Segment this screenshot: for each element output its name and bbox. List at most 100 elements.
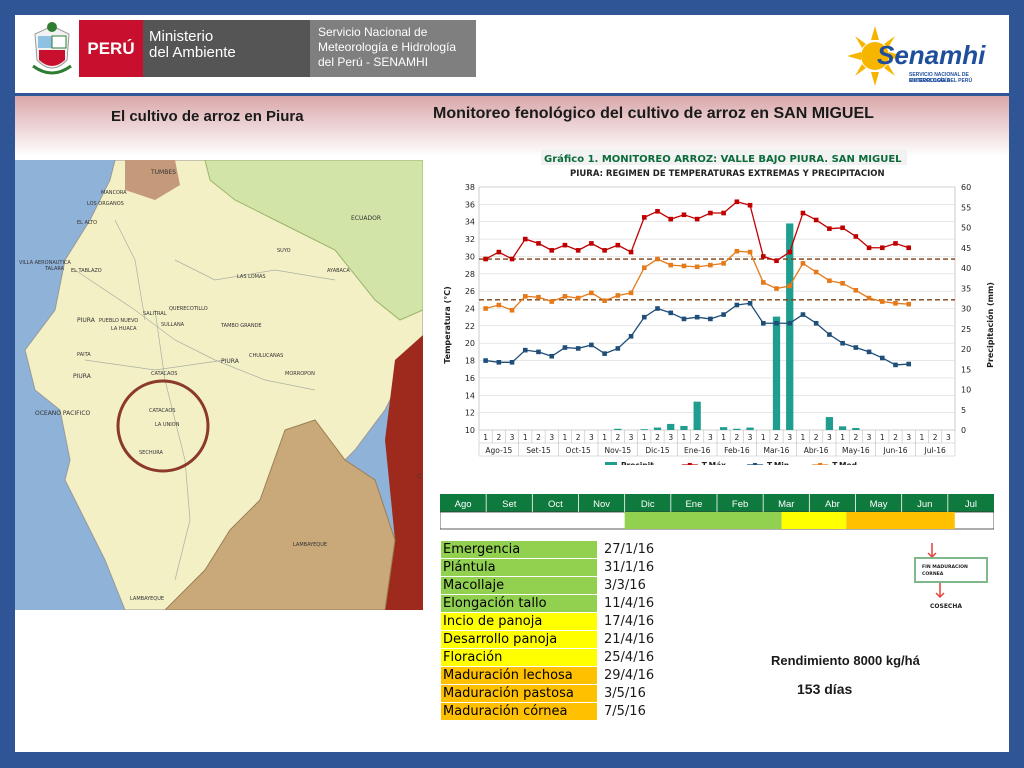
- y-tick-label: 12: [465, 409, 475, 418]
- series-marker: [853, 234, 859, 239]
- series-marker: [496, 302, 502, 308]
- precip-bar: [838, 426, 847, 430]
- series-marker: [628, 249, 634, 255]
- series-marker: [840, 340, 845, 346]
- series-marker: [562, 345, 568, 350]
- series-marker: [694, 314, 700, 320]
- legend-label: T.Máx.: [702, 461, 729, 465]
- y2-tick-label: 25: [961, 325, 971, 334]
- x-tick-label: 3: [946, 433, 951, 442]
- series-marker: [628, 290, 634, 296]
- calendar-month: Jun: [917, 499, 932, 510]
- series-marker: [760, 320, 766, 326]
- y2-tick-label: 10: [961, 386, 971, 395]
- y-tick-label: 38: [465, 183, 475, 192]
- x-tick-label: 3: [787, 433, 792, 442]
- temperature-precipitation-chart: Gráfico 1. MONITOREO ARROZ: VALLE BAJO P…: [443, 149, 995, 465]
- map-cajamarca: [375, 335, 423, 610]
- series-marker: [721, 312, 726, 317]
- stage-row: Emergencia 27/1/16: [440, 540, 657, 559]
- x-month-label: Jul-16: [924, 446, 947, 455]
- series-marker: [866, 349, 872, 355]
- fin-maduracion-line-1: FIN MADURACION: [922, 564, 968, 570]
- x-tick-label: 1: [642, 433, 647, 442]
- san-miguel-highlight-circle: [116, 379, 210, 473]
- precip-bar: [640, 429, 648, 430]
- map-label: LAMBAYEQUE: [293, 542, 327, 548]
- calendar-month: Ene: [685, 499, 702, 510]
- stage-row: Plántula 31/1/16: [440, 558, 657, 577]
- series-marker: [575, 346, 581, 351]
- stage-date: 25/4/16: [604, 650, 655, 665]
- precip-bar: [667, 423, 675, 430]
- senamhi-logo: Senamhi SERVICIO NACIONAL DE METEOROLOGÍ…: [847, 20, 1007, 90]
- calendar-month: Nov: [593, 499, 610, 510]
- legend-label: Precipit.: [621, 461, 657, 465]
- fin-maduracion-box: [914, 557, 988, 583]
- stage-date: 3/5/16: [604, 686, 646, 701]
- precip-bar: [825, 417, 834, 430]
- series-marker: [827, 332, 832, 337]
- series-marker: [734, 199, 740, 205]
- precip-bar: [852, 427, 860, 430]
- calendar-month: Mar: [778, 499, 794, 510]
- series-marker: [906, 361, 912, 367]
- series-marker: [813, 320, 819, 326]
- stage-name: Maduración córnea: [440, 702, 598, 721]
- stage-date: 11/4/16: [604, 596, 655, 611]
- y2-tick-label: 40: [961, 264, 971, 273]
- map-tumbes: [125, 160, 180, 200]
- series-marker: [747, 249, 753, 255]
- precip-bar: [746, 427, 754, 430]
- x-tick-label: 1: [483, 433, 488, 442]
- series-marker: [483, 358, 488, 363]
- precip-bar: [653, 427, 662, 430]
- series-marker: [562, 294, 568, 299]
- series-marker: [681, 212, 687, 218]
- calendar-month: Ago: [455, 499, 472, 510]
- series-marker: [641, 265, 647, 271]
- series-marker: [575, 248, 581, 253]
- map-label: OCEANO PACIFICO: [35, 410, 91, 417]
- series-marker: [509, 360, 515, 365]
- x-tick-label: 2: [496, 433, 501, 442]
- right-title: Monitoreo fenológico del cultivo de arro…: [433, 105, 874, 122]
- x-tick-label: 2: [774, 433, 779, 442]
- peru-label: PERÚ: [79, 20, 143, 77]
- series-marker: [681, 316, 687, 322]
- series-marker: [800, 312, 806, 317]
- legend-marker: [687, 463, 692, 465]
- left-title: El cultivo de arroz en Piura: [111, 108, 304, 125]
- series-marker: [668, 310, 674, 316]
- map-label: TUMBES: [150, 169, 176, 176]
- calendar-phase: [846, 512, 955, 529]
- x-tick-label: 2: [734, 433, 739, 442]
- precip-bar: [719, 427, 728, 430]
- map-label: LA UNION: [155, 422, 180, 428]
- chart-bars: [614, 223, 860, 430]
- series-marker: [813, 269, 819, 275]
- x-tick-label: 2: [615, 433, 620, 442]
- series-marker: [708, 316, 713, 322]
- x-month-label: Ago-15: [485, 446, 512, 455]
- chart-title: Gráfico 1. MONITOREO ARROZ: VALLE BAJO P…: [544, 153, 902, 165]
- stage-name: Maduración lechosa: [440, 666, 598, 685]
- y-tick-label: 30: [465, 252, 475, 261]
- series-marker: [694, 264, 700, 270]
- fin-maduracion-line-2: CORNEA: [922, 571, 944, 577]
- map-label: PUEBLO NUEVO: [99, 318, 138, 324]
- series-marker: [589, 342, 594, 348]
- map-label: TALARA: [44, 266, 65, 272]
- x-tick-label: 2: [814, 433, 819, 442]
- series-marker: [893, 300, 898, 306]
- series-marker: [681, 263, 687, 269]
- map-label: QUERECOTILLO: [169, 306, 208, 312]
- series-marker: [866, 245, 872, 251]
- stage-date: 3/3/16: [604, 578, 646, 593]
- x-tick-label: 2: [933, 433, 938, 442]
- x-month-label: Oct-15: [566, 446, 591, 455]
- calendar-month: May: [870, 499, 888, 510]
- y2-tick-label: 30: [961, 305, 971, 314]
- series-marker: [906, 301, 912, 307]
- series-marker: [602, 298, 607, 303]
